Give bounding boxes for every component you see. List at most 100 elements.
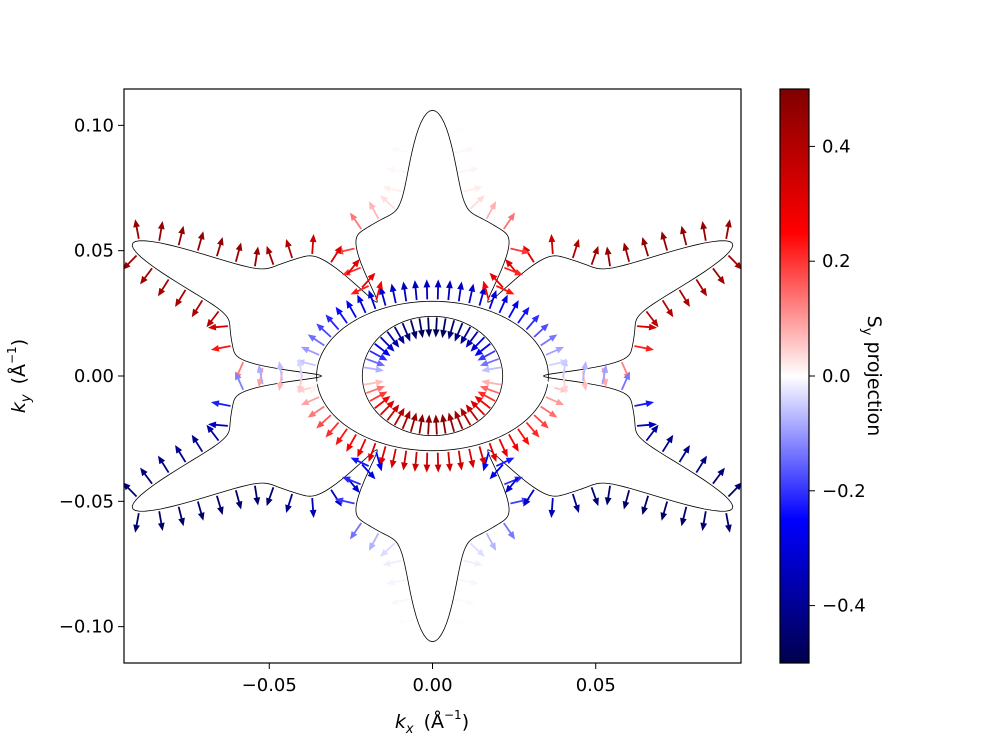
arrow-shaft	[695, 460, 705, 474]
spin-arrow	[446, 280, 453, 301]
arrow-head	[548, 385, 556, 395]
spin-arrow	[482, 451, 490, 472]
arrow-head	[253, 497, 261, 506]
spin-arrow	[207, 323, 228, 331]
arrow-head	[346, 443, 354, 452]
arrow-shaft	[142, 267, 153, 281]
arrow-head	[124, 261, 131, 270]
arrow-head	[434, 279, 442, 288]
spin-arrow	[447, 320, 456, 340]
arrow-shaft	[374, 343, 387, 354]
arrow-shaft	[498, 299, 507, 314]
arrow-shaft	[347, 478, 361, 486]
spin-arrow	[432, 317, 440, 338]
spin-arrow	[590, 245, 599, 265]
arrow-shaft	[478, 446, 485, 461]
arrow-shaft	[301, 361, 316, 367]
arrow-head	[300, 346, 310, 354]
arrow-shaft	[543, 377, 553, 390]
arrow-shaft	[411, 636, 424, 647]
spin-arrow	[175, 289, 187, 307]
spin-arrow	[661, 434, 674, 453]
spin-arrow	[481, 379, 502, 386]
arrow-shaft	[637, 423, 652, 427]
arrow-head	[235, 500, 243, 510]
spin-arrow	[470, 336, 486, 352]
arrow-head	[350, 287, 360, 295]
spin-arrow	[175, 445, 187, 463]
spin-arrow	[508, 434, 519, 452]
spin-arrow	[382, 559, 402, 567]
arrow-head	[622, 242, 630, 252]
arrow-head	[397, 335, 405, 345]
arrow-head	[157, 455, 166, 465]
arrow-head	[395, 619, 405, 626]
arrow-head	[573, 238, 580, 248]
arrow-head	[423, 464, 431, 473]
spin-arrow	[196, 501, 205, 521]
spin-arrow	[357, 438, 367, 458]
arrow-head	[477, 391, 487, 399]
spin-arrow	[489, 272, 504, 289]
arrow-shaft	[549, 361, 564, 367]
spin-arrow	[349, 212, 362, 230]
spin-arrow	[661, 299, 674, 318]
arrow-head	[440, 413, 447, 423]
arrow-shaft	[492, 463, 504, 476]
arrow-head	[468, 283, 476, 293]
arrow-head	[380, 195, 389, 204]
arrow-shaft	[386, 408, 397, 421]
arrow-head	[457, 462, 464, 471]
arrow-head	[376, 385, 386, 393]
arrow-head	[368, 201, 376, 210]
arrow-shaft	[727, 254, 739, 267]
spin-arrow	[678, 289, 690, 307]
spin-arrow	[349, 522, 362, 540]
arrow-head	[725, 524, 732, 533]
spin-arrow	[390, 146, 410, 154]
spin-arrow	[622, 242, 631, 263]
spin-arrow	[389, 448, 397, 469]
arrow-shaft	[403, 287, 408, 302]
arrow-head	[548, 334, 558, 342]
arrow-shaft	[135, 512, 140, 528]
arrow-shaft	[279, 366, 284, 381]
arrow-head	[700, 522, 708, 531]
spin-arrow	[457, 450, 464, 471]
arrow-head	[404, 410, 411, 420]
arrow-head	[206, 424, 215, 434]
arrow-head	[604, 246, 612, 255]
arrow-shaft	[571, 244, 578, 259]
arrow-shaft	[474, 336, 486, 348]
arrow-head	[641, 237, 648, 246]
arrow-shaft	[441, 105, 454, 116]
arrow-shaft	[358, 438, 367, 453]
spin-arrow	[503, 212, 516, 230]
arrow-head	[382, 395, 391, 404]
spin-arrow	[401, 322, 411, 342]
arrow-shaft	[370, 532, 380, 546]
arrow-shaft	[414, 451, 418, 467]
arrow-shaft	[395, 598, 410, 604]
arrow-head	[477, 353, 487, 361]
arrow-shaft	[369, 442, 377, 457]
arrow-shaft	[254, 485, 258, 500]
arrow-head	[197, 231, 205, 240]
arrow-shaft	[634, 345, 649, 350]
spin-arrow	[389, 283, 397, 304]
arrow-shaft	[482, 350, 496, 359]
arrow-shaft	[387, 559, 402, 565]
arrow-shaft	[478, 343, 491, 354]
arrow-head	[210, 344, 220, 352]
spin-arrow	[368, 290, 377, 310]
spin-arrow	[545, 346, 565, 356]
spin-arrow	[517, 428, 530, 446]
arrow-head	[157, 522, 165, 531]
arrow-shaft	[495, 459, 510, 467]
arrow-shaft	[462, 326, 472, 340]
arrow-shaft	[478, 291, 485, 306]
arrow-shaft	[391, 448, 397, 463]
spin-arrow	[412, 451, 419, 472]
spin-arrow	[441, 636, 458, 650]
spin-arrow	[469, 195, 485, 210]
